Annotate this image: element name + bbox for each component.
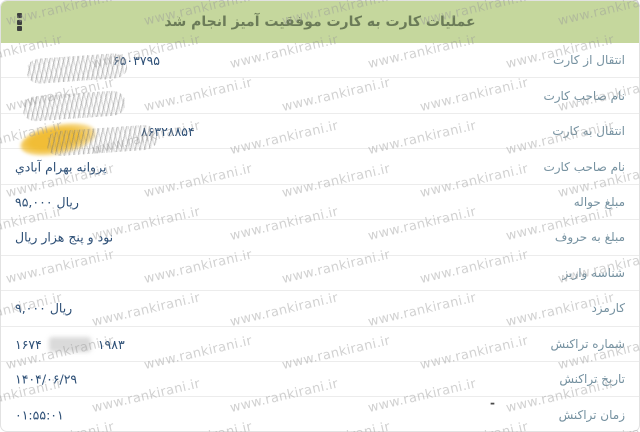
transfer-from-card-value: ۶۵۰۳۷۹۵ <box>15 52 160 85</box>
row-label: انتقال از کارت <box>553 53 625 68</box>
amount-in-words-value: نود و پنج هزار ریال <box>15 229 114 245</box>
row-deposit-id: شناسه واریز <box>1 256 639 292</box>
row-transfer-from-card: ۶۵۰۳۷۹۵ انتقال از کارت <box>1 43 639 85</box>
row-label: کارمزد <box>591 301 625 316</box>
fee-value: ۹,۰۰۰ ریال <box>15 300 73 316</box>
transaction-number-value: ۱۶۷۴ ۱۹۸۳ <box>15 336 125 352</box>
row-transfer-to-card: ۸۶۳۲۸۸۵۴ انتقال به کارت <box>1 114 639 161</box>
row-remittance-amount: ۹۵,۰۰۰ ریال مبلغ حواله <box>1 185 639 221</box>
row-amount-in-words: نود و پنج هزار ریال مبلغ به حروف <box>1 220 639 256</box>
row-label: شماره تراکنش <box>550 336 625 351</box>
row-label: تاریخ تراکنش <box>559 372 625 387</box>
transaction-date-value: ۱۴۰۴/۰۶/۲۹ <box>15 371 78 387</box>
row-card-owner-name-2: پروانه بهرام آبادي نام صاحب کارت <box>1 149 639 185</box>
row-fee: ۹,۰۰۰ ریال کارمزد <box>1 291 639 327</box>
receipt-table: ۶۵۰۳۷۹۵ انتقال از کارت نام صاحب کارت ۸۶۳… <box>1 43 639 431</box>
transaction-time-value: ۰۱:۵۵:۰۱ <box>15 407 64 423</box>
redaction-blur <box>48 336 91 352</box>
card-owner-name-2-value: پروانه بهرام آبادي <box>15 159 107 175</box>
status-header: عملیات کارت به کارت موفقیت آمیز انجام شد <box>1 1 639 43</box>
row-label: انتقال به کارت <box>552 124 625 139</box>
status-title: عملیات کارت به کارت موفقیت آمیز انجام شد <box>164 14 476 30</box>
transfer-to-card-value: ۸۶۳۲۸۸۵۴ <box>15 118 195 161</box>
row-card-owner-name: نام صاحب کارت <box>1 78 639 122</box>
stray-dash-mark: - <box>490 396 495 410</box>
row-label: نام صاحب کارت <box>543 88 625 103</box>
row-label: مبلغ حواله <box>573 194 625 209</box>
row-label: شناسه واریز <box>562 265 625 280</box>
row-label: زمان تراکنش <box>558 408 625 423</box>
kebab-menu-icon[interactable] <box>17 13 23 31</box>
row-transaction-number: ۱۶۷۴ ۱۹۸۳ شماره تراکنش <box>1 327 639 362</box>
row-label: نام صاحب کارت <box>543 159 625 174</box>
remittance-amount-value: ۹۵,۰۰۰ ریال <box>15 194 79 210</box>
row-transaction-date: ۱۴۰۴/۰۶/۲۹ تاریخ تراکنش <box>1 362 639 398</box>
row-label: مبلغ به حروف <box>554 230 625 245</box>
row-transaction-time: ۰۱:۵۵:۰۱ زمان تراکنش <box>1 397 639 431</box>
